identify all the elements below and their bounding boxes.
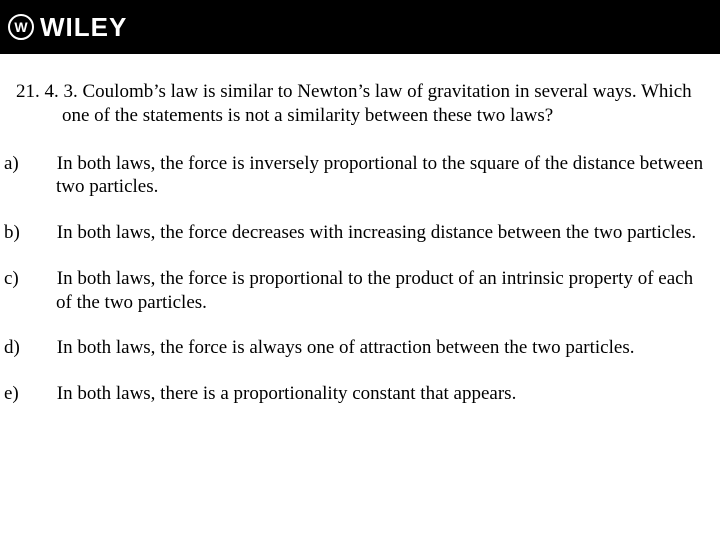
option-label: e) (30, 382, 52, 406)
header-bar: W WILEY (0, 0, 720, 54)
question-body: Coulomb’s law is similar to Newton’s law… (62, 81, 692, 126)
content-area: 21. 4. 3. Coulomb’s law is similar to Ne… (0, 54, 720, 540)
logo-text: WILEY (40, 12, 127, 43)
option-label: d) (30, 336, 52, 360)
option-label: a) (30, 152, 52, 176)
question-number: 21. 4. 3. (16, 81, 78, 102)
question-text: 21. 4. 3. Coulomb’s law is similar to Ne… (16, 80, 704, 128)
option-c: c) In both laws, the force is proportion… (16, 267, 704, 315)
slide: W WILEY 21. 4. 3. Coulomb’s law is simil… (0, 0, 720, 540)
option-b: b) In both laws, the force decreases wit… (16, 221, 704, 245)
option-label: c) (30, 267, 52, 291)
option-text: In both laws, the force is inversely pro… (56, 153, 703, 198)
option-d: d) In both laws, the force is always one… (16, 336, 704, 360)
option-text: In both laws, the force is always one of… (57, 337, 635, 358)
option-text: In both laws, the force decreases with i… (57, 222, 696, 243)
option-text: In both laws, the force is proportional … (56, 268, 693, 313)
option-e: e) In both laws, there is a proportional… (16, 382, 704, 406)
option-a: a) In both laws, the force is inversely … (16, 152, 704, 200)
option-label: b) (30, 221, 52, 245)
logo-symbol: W (14, 19, 27, 35)
wiley-logo-icon: W (8, 14, 34, 40)
option-text: In both laws, there is a proportionality… (57, 383, 517, 404)
options-list: a) In both laws, the force is inversely … (16, 152, 704, 406)
